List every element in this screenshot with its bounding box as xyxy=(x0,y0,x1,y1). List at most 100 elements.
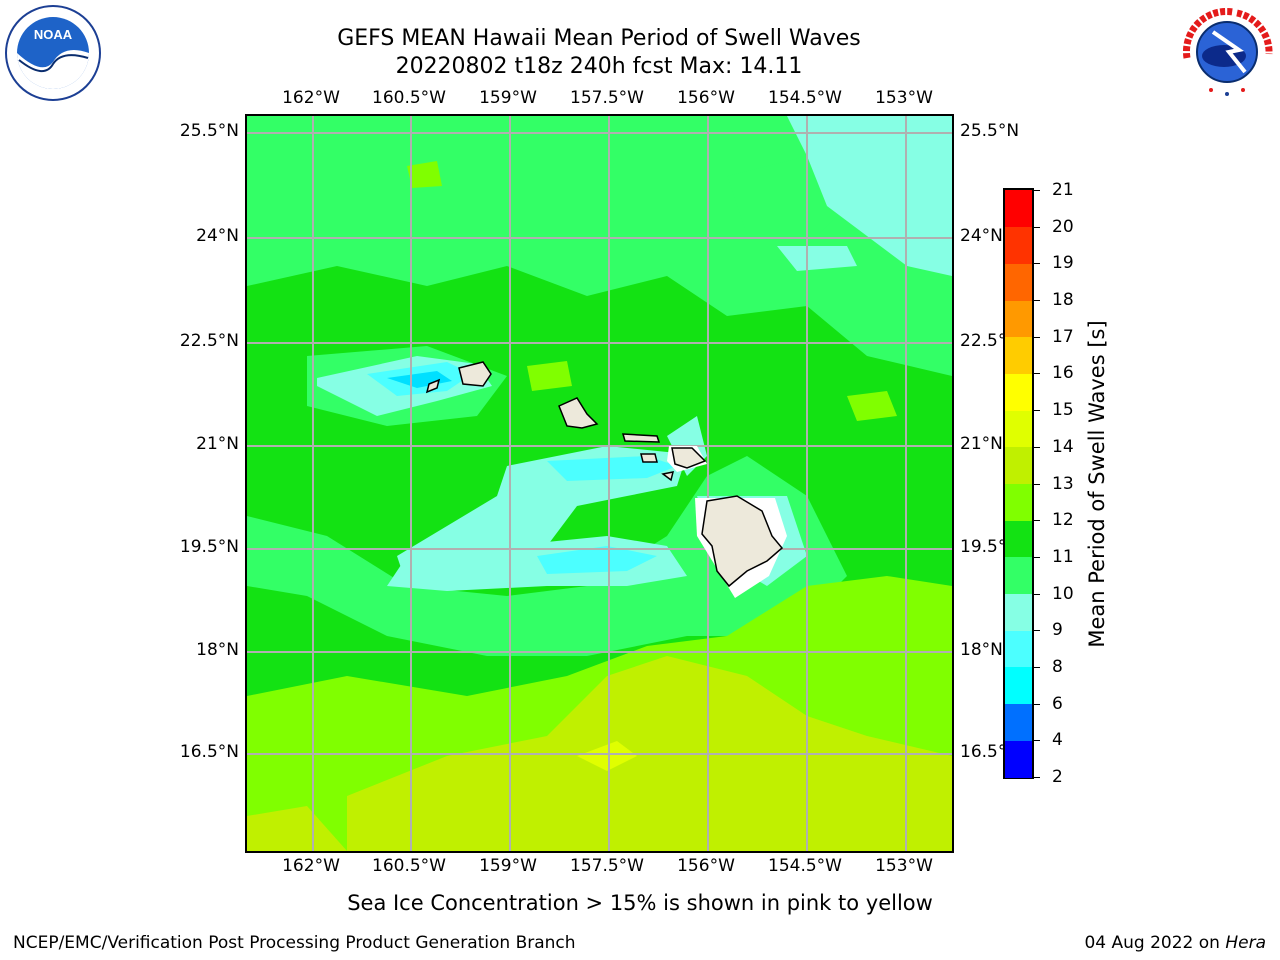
colorbar-segment xyxy=(1005,300,1032,338)
lon-tick-top: 160.5°W xyxy=(372,88,446,108)
colorbar-tick-label: 4 xyxy=(1052,730,1063,751)
lat-tick-right: 25.5°N xyxy=(960,121,1020,141)
island-niihau xyxy=(425,378,441,394)
colorbar-tick-mark xyxy=(1034,300,1040,302)
island-maui xyxy=(671,447,707,469)
colorbar-segment xyxy=(1005,520,1032,558)
colorbar-segment xyxy=(1005,373,1032,411)
lat-tick-right: 18°N xyxy=(960,640,1003,660)
colorbar-tick-mark xyxy=(1034,520,1040,522)
colorbar-tick-mark xyxy=(1034,593,1040,595)
island-molokai xyxy=(621,433,661,443)
lat-tick-right: 24°N xyxy=(960,226,1003,246)
colorbar-tick-label: 19 xyxy=(1052,253,1074,274)
colorbar-tick-label: 20 xyxy=(1052,216,1074,237)
chart-title: GEFS MEAN Hawaii Mean Period of Swell Wa… xyxy=(337,26,861,51)
colorbar-segment xyxy=(1005,336,1032,374)
colorbar-tick-label: 21 xyxy=(1052,180,1074,200)
colorbar xyxy=(1003,188,1034,779)
lat-tick-left: 19.5°N xyxy=(179,537,239,557)
colorbar-tick-label: 15 xyxy=(1052,400,1074,421)
colorbar-segment xyxy=(1005,666,1032,705)
colorbar-segment xyxy=(1005,556,1032,595)
colorbar-tick-mark xyxy=(1034,556,1040,558)
lat-tick-left: 24°N xyxy=(196,226,239,246)
colorbar-segment xyxy=(1005,410,1032,448)
lat-tick-left: 18°N xyxy=(196,640,239,660)
lon-tick-bottom: 154.5°W xyxy=(768,856,842,876)
colorbar-tick-label: 12 xyxy=(1052,510,1074,531)
colorbar-tick-label: 10 xyxy=(1052,583,1074,604)
colorbar-segment xyxy=(1005,483,1032,521)
colorbar-tick-mark xyxy=(1034,666,1040,668)
map-panel xyxy=(245,114,954,853)
chart-subtitle: 20220802 t18z 240h fcst Max: 14.11 xyxy=(395,54,803,79)
colorbar-segment xyxy=(1005,446,1032,484)
lat-tick-left: 21°N xyxy=(196,434,239,454)
island-kauai xyxy=(458,361,492,387)
colorbar-tick-mark xyxy=(1034,740,1040,742)
lon-tick-top: 156°W xyxy=(677,88,735,108)
field-14-15s xyxy=(577,741,637,771)
lon-tick-bottom: 153°W xyxy=(875,856,933,876)
colorbar-tick-mark xyxy=(1034,446,1040,448)
colorbar-tick-label: 16 xyxy=(1052,363,1074,384)
colorbar-segment xyxy=(1005,263,1032,301)
colorbar-tick-mark xyxy=(1034,483,1040,485)
footer-branch: NCEP/EMC/Verification Post Processing Pr… xyxy=(13,933,576,953)
lon-tick-bottom: 157.5°W xyxy=(570,856,644,876)
colorbar-tick-mark xyxy=(1034,630,1040,632)
hawaiian-islands xyxy=(425,361,787,598)
lon-tick-top: 154.5°W xyxy=(768,88,842,108)
colorbar-tick-mark xyxy=(1034,190,1040,191)
lat-tick-left: 16.5°N xyxy=(179,742,239,762)
lon-tick-bottom: 162°W xyxy=(282,856,340,876)
colorbar-segment xyxy=(1005,630,1032,668)
colorbar-tick-mark xyxy=(1034,777,1040,778)
colorbar-segment xyxy=(1005,740,1032,778)
colorbar-tick-mark xyxy=(1034,226,1040,228)
colorbar-tick-label: 8 xyxy=(1052,656,1063,677)
lat-tick-right: 21°N xyxy=(960,434,1003,454)
colorbar-tick-mark xyxy=(1034,410,1040,412)
lon-tick-top: 157.5°W xyxy=(570,88,644,108)
gridlines xyxy=(247,116,952,851)
island-lanai xyxy=(640,453,658,463)
swell-period-field xyxy=(247,116,952,851)
lon-tick-top: 153°W xyxy=(875,88,933,108)
island-oahu xyxy=(558,397,599,429)
colorbar-label: Mean Period of Swell Waves [s] xyxy=(1085,320,1109,648)
lon-tick-top: 162°W xyxy=(282,88,340,108)
colorbar-tick-label: 2 xyxy=(1052,767,1063,787)
colorbar-tick-label: 18 xyxy=(1052,290,1074,311)
lon-tick-bottom: 160.5°W xyxy=(372,856,446,876)
colorbar-tick-mark xyxy=(1034,703,1040,705)
colorbar-segment xyxy=(1005,226,1032,264)
noaa-logo-text: NOAA xyxy=(34,27,73,42)
footer-host: Hera xyxy=(1225,933,1266,953)
colorbar-tick-mark xyxy=(1034,263,1040,265)
lat-tick-left: 25.5°N xyxy=(179,121,239,141)
sea-ice-note: Sea Ice Concentration > 15% is shown in … xyxy=(347,891,933,915)
colorbar-tick-label: 17 xyxy=(1052,326,1074,347)
lon-tick-bottom: 156°W xyxy=(677,856,735,876)
colorbar-segment xyxy=(1005,593,1032,631)
footer-date-text: 04 Aug 2022 on xyxy=(1084,933,1220,953)
island-kahoolawe xyxy=(661,471,675,482)
colorbar-tick-label: 6 xyxy=(1052,693,1063,714)
colorbar-tick-label: 13 xyxy=(1052,473,1074,494)
colorbar-segment xyxy=(1005,703,1032,741)
lat-tick-left: 22.5°N xyxy=(179,331,239,351)
colorbar-tick-label: 14 xyxy=(1052,436,1074,457)
lon-tick-bottom: 159°W xyxy=(479,856,537,876)
colorbar-tick-mark xyxy=(1034,336,1040,338)
noaa-logo: NOAA xyxy=(4,4,102,102)
footer-date: 04 Aug 2022 on Hera xyxy=(1084,933,1266,953)
colorbar-tick-label: 9 xyxy=(1052,620,1063,641)
island-hawaii xyxy=(701,495,784,588)
lon-tick-top: 159°W xyxy=(479,88,537,108)
nws-logo xyxy=(1177,2,1277,102)
colorbar-tick-label: 11 xyxy=(1052,546,1074,567)
colorbar-segment xyxy=(1005,190,1032,228)
colorbar-tick-mark xyxy=(1034,373,1040,375)
